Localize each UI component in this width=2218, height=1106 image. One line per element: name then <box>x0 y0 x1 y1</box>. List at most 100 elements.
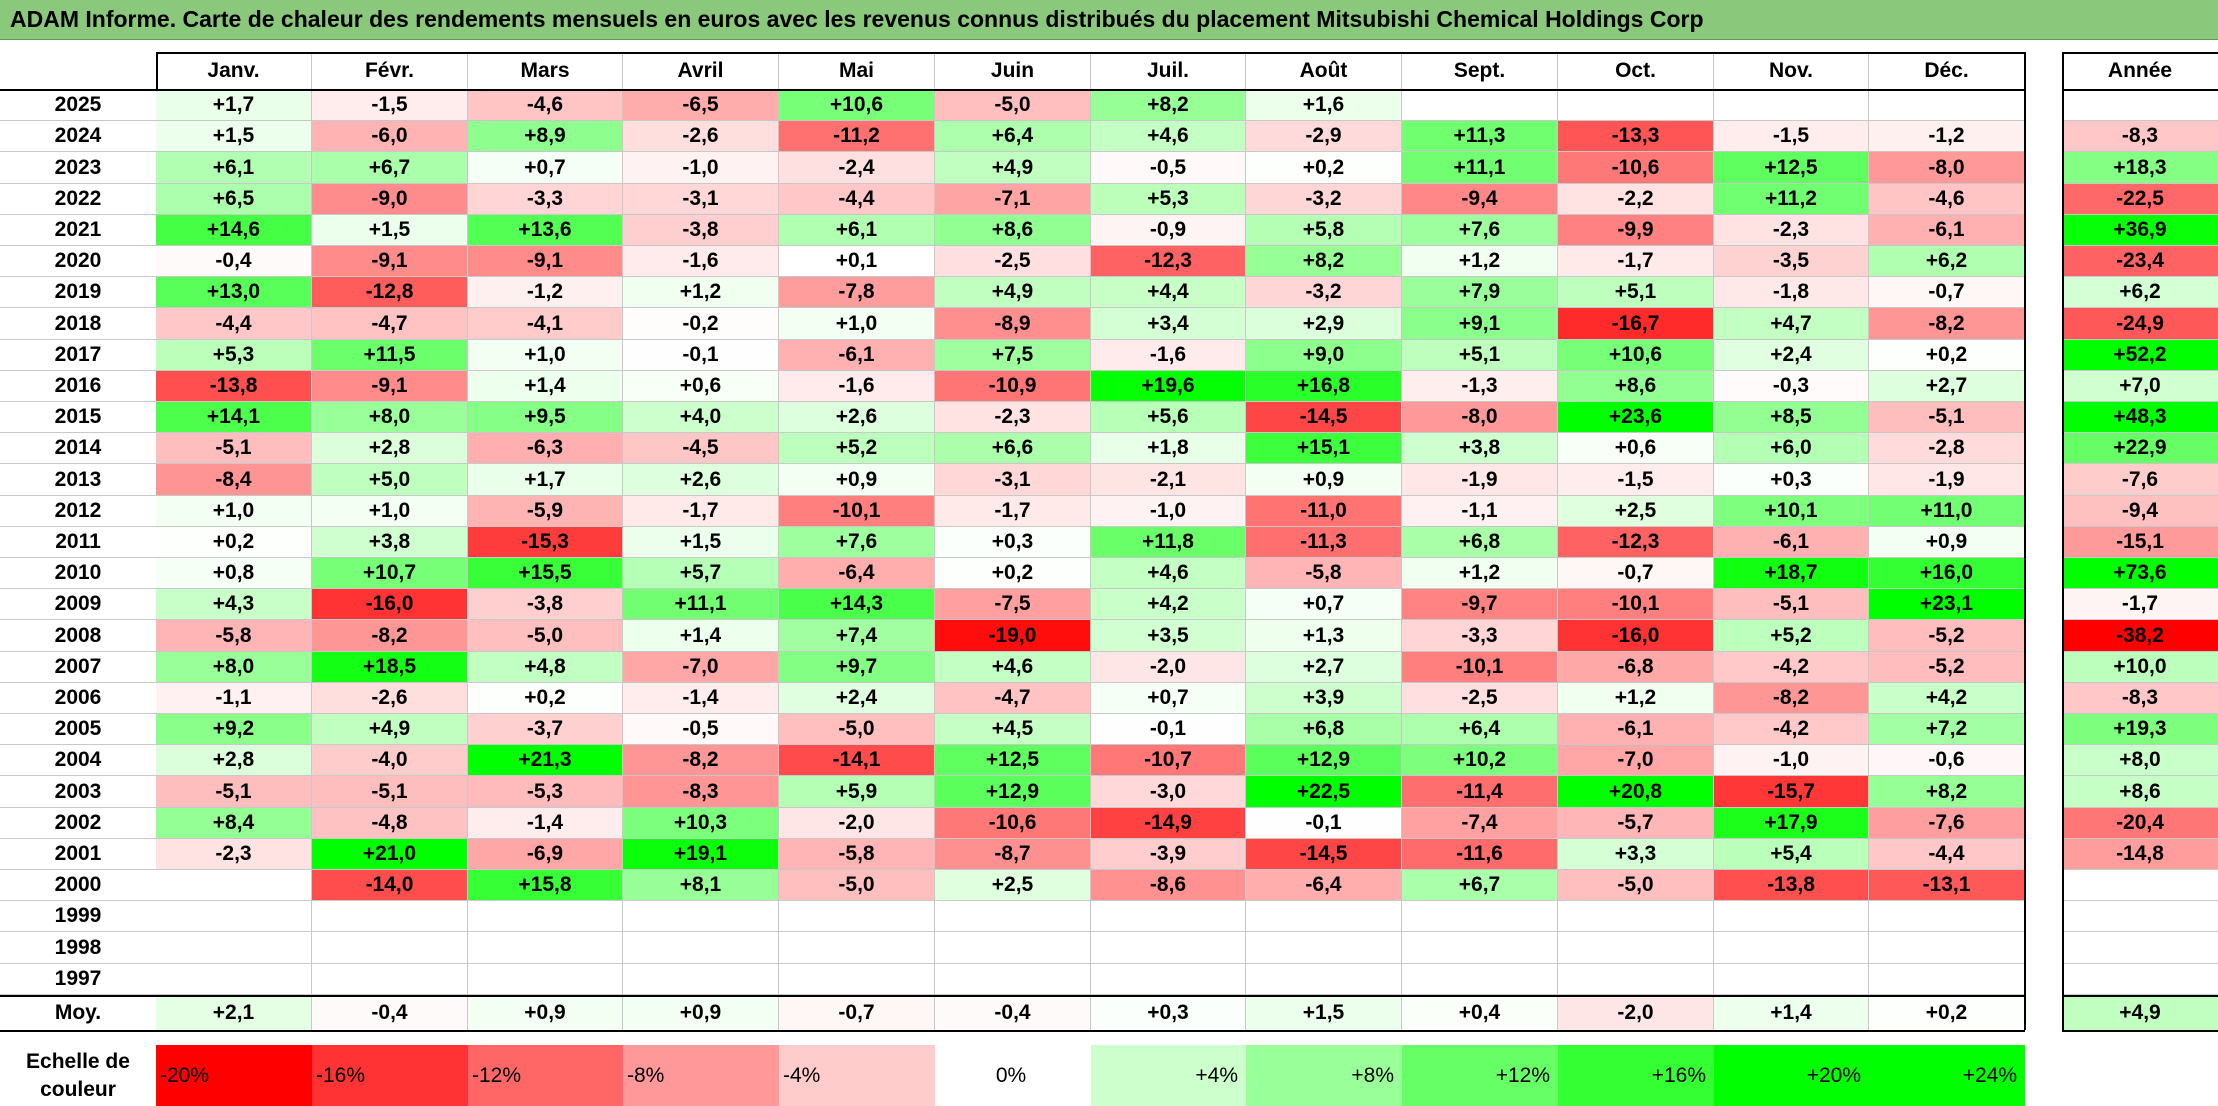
heat-cell: -1,5 <box>312 90 468 121</box>
heat-cell: -0,9 <box>1091 215 1246 246</box>
heat-cell: +11,0 <box>1869 496 2025 527</box>
heat-cell: +5,3 <box>156 340 312 371</box>
heat-cell: -3,0 <box>1091 776 1246 808</box>
heat-cell: -11,3 <box>1246 527 1402 558</box>
heat-cell: +1,2 <box>623 277 779 308</box>
heat-cell: -1,2 <box>1869 121 2025 152</box>
heat-cell: +12,5 <box>935 745 1091 776</box>
heat-cell: +7,4 <box>779 620 935 652</box>
annual-cell: +48,3 <box>2062 402 2218 433</box>
heat-cell <box>935 964 1091 995</box>
heat-cell <box>623 901 779 932</box>
heat-cell: -9,9 <box>1558 215 1714 246</box>
heat-cell: -2,1 <box>1091 464 1246 496</box>
heat-cell: +0,8 <box>156 558 312 589</box>
heat-cell <box>1869 90 2025 121</box>
heat-cell: -4,0 <box>312 745 468 776</box>
heat-cell <box>468 964 623 995</box>
scale-swatch: -20% <box>156 1045 312 1106</box>
annual-cell: -8,3 <box>2062 121 2218 152</box>
heat-cell: +4,6 <box>1091 558 1246 589</box>
heat-cell: -5,1 <box>156 433 312 464</box>
heat-cell: -8,0 <box>1869 152 2025 184</box>
annual-cell: -1,7 <box>2062 589 2218 620</box>
heat-cell: -14,5 <box>1246 402 1402 433</box>
year-label: 2006 <box>0 683 156 714</box>
month-header: Juin <box>935 52 1091 90</box>
heat-cell: -11,2 <box>779 121 935 152</box>
annual-cell <box>2062 90 2218 121</box>
heat-cell: -4,6 <box>468 90 623 121</box>
heat-cell: -14,1 <box>779 745 935 776</box>
heat-cell <box>1091 964 1246 995</box>
heat-cell: -1,5 <box>1714 121 1869 152</box>
heat-cell: +4,2 <box>1869 683 2025 714</box>
heat-cell: -16,7 <box>1558 308 1714 340</box>
heat-cell <box>1246 932 1402 964</box>
heat-cell <box>1402 90 1558 121</box>
annual-left-border <box>2062 52 2064 1030</box>
year-label: 2007 <box>0 652 156 683</box>
heat-cell: +5,8 <box>1246 215 1402 246</box>
heat-cell: -5,2 <box>1869 620 2025 652</box>
heat-cell: +5,0 <box>312 464 468 496</box>
heat-cell: -8,3 <box>623 776 779 808</box>
heat-cell: +4,7 <box>1714 308 1869 340</box>
heat-cell: +21,3 <box>468 745 623 776</box>
heat-cell: +11,2 <box>1714 184 1869 215</box>
heat-cell: -3,2 <box>1246 277 1402 308</box>
heat-cell: -0,5 <box>623 714 779 745</box>
heat-cell: +16,8 <box>1246 371 1402 402</box>
heat-cell: -5,9 <box>468 496 623 527</box>
heat-cell <box>935 932 1091 964</box>
heat-cell: +0,2 <box>1246 152 1402 184</box>
scale-label-line1: Echelle de <box>26 1049 130 1073</box>
heat-cell: +5,1 <box>1402 340 1558 371</box>
heat-cell <box>156 901 312 932</box>
year-label: 2013 <box>0 464 156 496</box>
heat-cell: +2,5 <box>935 870 1091 901</box>
heat-cell: -9,7 <box>1402 589 1558 620</box>
heat-cell: -2,6 <box>623 121 779 152</box>
heat-cell: -1,7 <box>1558 246 1714 277</box>
heat-cell: +3,8 <box>312 527 468 558</box>
heat-cell: -0,6 <box>1869 745 2025 776</box>
heat-cell: -16,0 <box>312 589 468 620</box>
heat-cell <box>1558 90 1714 121</box>
heat-cell: -0,4 <box>156 246 312 277</box>
heat-cell <box>1714 901 1869 932</box>
heat-cell: +5,1 <box>1558 277 1714 308</box>
heat-cell: +0,2 <box>1869 340 2025 371</box>
heat-cell: -4,7 <box>935 683 1091 714</box>
heat-cell: -10,9 <box>935 371 1091 402</box>
title-bar: ADAM Informe. Carte de chaleur des rende… <box>0 0 2218 40</box>
heat-cell: +8,1 <box>623 870 779 901</box>
heat-cell: +1,5 <box>156 121 312 152</box>
heat-cell: +16,0 <box>1869 558 2025 589</box>
heat-cell: -1,4 <box>623 683 779 714</box>
heat-cell: -6,1 <box>1558 714 1714 745</box>
heat-cell: +4,9 <box>935 277 1091 308</box>
heat-cell: -0,1 <box>1246 808 1402 839</box>
heat-cell: +10,2 <box>1402 745 1558 776</box>
heat-cell: -2,5 <box>1402 683 1558 714</box>
heat-cell: +1,7 <box>156 90 312 121</box>
annual-cell: -22,5 <box>2062 184 2218 215</box>
heat-cell: -6,1 <box>779 340 935 371</box>
average-bottom-border <box>0 1030 2025 1032</box>
heat-cell: +21,0 <box>312 839 468 870</box>
scale-label-line2: couleur <box>40 1077 116 1101</box>
heat-cell: +4,6 <box>935 652 1091 683</box>
heat-cell: -11,6 <box>1402 839 1558 870</box>
heat-cell: -5,1 <box>312 776 468 808</box>
heat-cell <box>1402 901 1558 932</box>
heat-cell: +14,3 <box>779 589 935 620</box>
heat-cell <box>1714 90 1869 121</box>
heat-cell: -8,4 <box>156 464 312 496</box>
heat-cell: -4,5 <box>623 433 779 464</box>
heat-cell: +1,8 <box>1091 433 1246 464</box>
heat-cell: +0,7 <box>1246 589 1402 620</box>
heat-cell: -3,2 <box>1246 184 1402 215</box>
month-header: Avril <box>623 52 779 90</box>
heat-cell: -6,5 <box>623 90 779 121</box>
